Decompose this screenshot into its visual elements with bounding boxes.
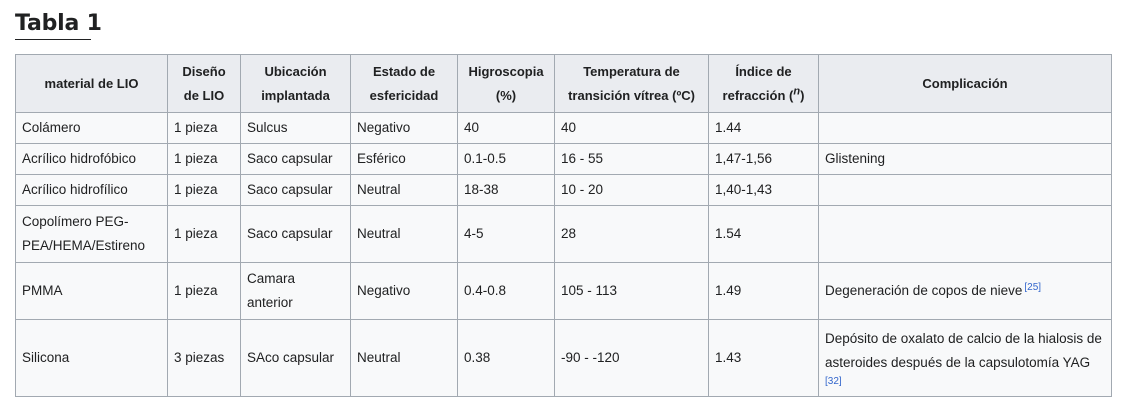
col-header-sphericity[interactable]: Estado de esfericidad: [350, 54, 458, 113]
table-row: Silicona 3 piezas SAco capsular Neutral …: [15, 319, 1112, 397]
cell-refractive-index: 1.54: [708, 205, 819, 263]
cell-design: 1 pieza: [167, 143, 241, 175]
cell-glass-transition: 28: [554, 205, 709, 263]
heading-underline: [15, 39, 91, 40]
cell-material: Acrílico hidrofóbico: [15, 143, 168, 175]
cell-glass-transition: 40: [554, 112, 709, 144]
col-header-location[interactable]: Ubicación implantada: [240, 54, 351, 113]
cell-design: 1 pieza: [167, 262, 241, 320]
cell-complication: [818, 112, 1112, 144]
cell-hygroscopy: 18-38: [457, 174, 555, 206]
col-header-material[interactable]: material de LIO: [15, 54, 168, 113]
cell-refractive-index: 1.44: [708, 112, 819, 144]
cell-location: Camara anterior: [240, 262, 351, 320]
cell-design: 3 piezas: [167, 319, 241, 397]
col-header-complication[interactable]: Complicación: [818, 54, 1112, 113]
complication-text: Depósito de oxalato de calcio de la hial…: [825, 331, 1102, 370]
cell-refractive-index: 1.49: [708, 262, 819, 320]
cell-sphericity: Neutral: [350, 205, 458, 263]
cell-material: Silicona: [15, 319, 168, 397]
cell-location: SAco capsular: [240, 319, 351, 397]
cell-design: 1 pieza: [167, 205, 241, 263]
cell-material: Copolímero PEG-PEA/HEMA/Estireno: [15, 205, 168, 263]
cell-sphericity: Neutral: [350, 174, 458, 206]
n-symbol: n: [793, 85, 801, 98]
table-row: Copolímero PEG-PEA/HEMA/Estireno 1 pieza…: [15, 205, 1112, 263]
cell-complication: Depósito de oxalato de calcio de la hial…: [818, 319, 1112, 397]
table-row: Acrílico hidrofílico 1 pieza Saco capsul…: [15, 174, 1112, 206]
cell-sphericity: Neutral: [350, 319, 458, 397]
cell-material: PMMA: [15, 262, 168, 320]
cell-refractive-index: 1.43: [708, 319, 819, 397]
cell-complication: [818, 174, 1112, 206]
cell-location: Saco capsular: [240, 205, 351, 263]
cell-sphericity: Esférico: [350, 143, 458, 175]
cell-refractive-index: 1,40-1,43: [708, 174, 819, 206]
cell-glass-transition: 105 - 113: [554, 262, 709, 320]
cell-glass-transition: 10 - 20: [554, 174, 709, 206]
cell-glass-transition: 16 - 55: [554, 143, 709, 175]
cell-location: Saco capsular: [240, 143, 351, 175]
table-row: Acrílico hidrofóbico 1 pieza Saco capsul…: [15, 143, 1112, 175]
iol-materials-table: material de LIO Diseño de LIO Ubicación …: [15, 54, 1112, 397]
cell-location: Sulcus: [240, 112, 351, 144]
reference-link[interactable]: [25]: [1024, 281, 1042, 293]
table-row: Colámero 1 pieza Sulcus Negativo 40 40 1…: [15, 112, 1112, 144]
cell-hygroscopy: 0.4-0.8: [457, 262, 555, 320]
col-header-refractive-index[interactable]: Índice de refracción (n): [708, 54, 819, 113]
cell-hygroscopy: 0.1-0.5: [457, 143, 555, 175]
cell-hygroscopy: 0.38: [457, 319, 555, 397]
cell-sphericity: Negativo: [350, 262, 458, 320]
close-paren: ): [800, 87, 805, 103]
cell-sphericity: Negativo: [350, 112, 458, 144]
col-header-hygroscopy[interactable]: Higroscopia (%): [457, 54, 555, 113]
cell-location: Saco capsular: [240, 174, 351, 206]
cell-refractive-index: 1,47-1,56: [708, 143, 819, 175]
col-header-design[interactable]: Diseño de LIO: [167, 54, 241, 113]
table-row: PMMA 1 pieza Camara anterior Negativo 0.…: [15, 262, 1112, 320]
header-row: material de LIO Diseño de LIO Ubicación …: [15, 54, 1112, 113]
cell-design: 1 pieza: [167, 112, 241, 144]
reference-link[interactable]: [32]: [825, 376, 842, 387]
cell-design: 1 pieza: [167, 174, 241, 206]
cell-complication: [818, 205, 1112, 263]
cell-complication: Degeneración de copos de nieve [25]: [818, 262, 1112, 320]
complication-text: Degeneración de copos de nieve: [825, 283, 1023, 298]
cell-hygroscopy: 4-5: [457, 205, 555, 263]
cell-material: Colámero: [15, 112, 168, 144]
cell-glass-transition: -90 - -120: [554, 319, 709, 397]
cell-complication: Glistening: [818, 143, 1112, 175]
table-heading: Tabla 1: [15, 11, 102, 36]
cell-material: Acrílico hidrofílico: [15, 174, 168, 206]
refractive-index-label: Índice de refracción (: [722, 63, 794, 103]
cell-hygroscopy: 40: [457, 112, 555, 144]
col-header-glass-transition[interactable]: Temperatura de transición vítrea (ºC): [554, 54, 709, 113]
